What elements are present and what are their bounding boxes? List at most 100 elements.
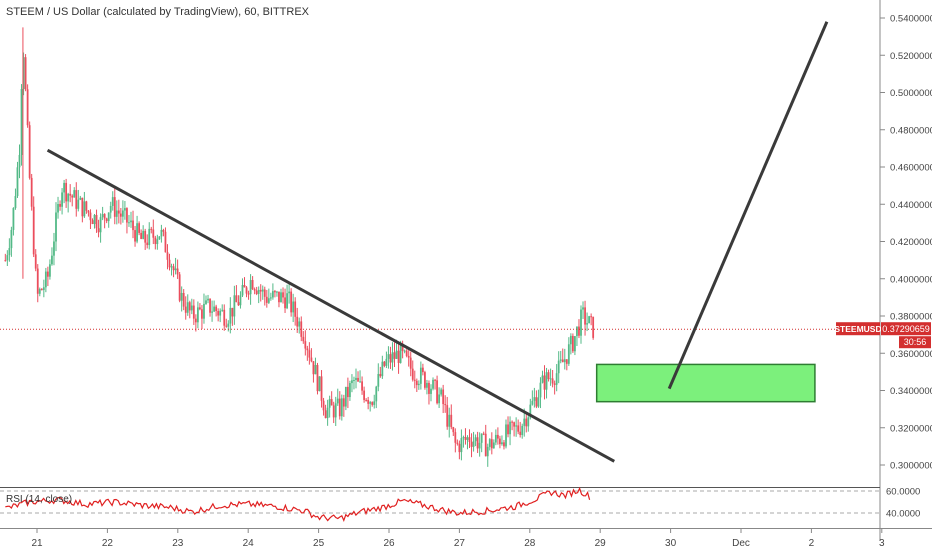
countdown-bg xyxy=(899,336,931,349)
candle-up xyxy=(186,302,189,313)
candle-up xyxy=(509,421,511,435)
candle-down xyxy=(91,220,94,225)
candle-down xyxy=(164,231,167,253)
candle-up xyxy=(395,350,398,359)
candle-up xyxy=(480,433,483,443)
candle-up xyxy=(180,292,183,301)
candle-up xyxy=(83,201,86,217)
candle-up xyxy=(448,414,451,427)
candle-down xyxy=(138,223,141,233)
y-tick-label: 0.46000000 xyxy=(890,163,932,174)
candle-up xyxy=(156,239,159,245)
x-tick-label: 21 xyxy=(31,538,43,549)
x-tick-label: 28 xyxy=(524,538,536,549)
candle-up xyxy=(18,154,21,168)
candle-down xyxy=(265,296,268,303)
candle-down xyxy=(71,195,74,198)
candle-down xyxy=(476,437,479,449)
candle-up xyxy=(369,402,372,404)
candle-down xyxy=(316,364,319,392)
candle-down xyxy=(338,398,341,417)
candle-down xyxy=(201,309,203,319)
candle-up xyxy=(170,266,173,268)
candle-up xyxy=(515,425,518,427)
candle-up xyxy=(124,208,126,211)
y-tick-label: 0.42000000 xyxy=(890,237,932,248)
candle-down xyxy=(590,316,593,318)
candle-down xyxy=(290,291,293,313)
candle-up xyxy=(533,397,536,401)
candle-up xyxy=(359,381,361,383)
candle-down xyxy=(367,399,370,404)
candle-up xyxy=(474,437,477,442)
candle-down xyxy=(464,437,467,440)
candle-up xyxy=(298,321,301,327)
candle-up xyxy=(107,212,110,222)
candle-down xyxy=(296,316,299,327)
candle-up xyxy=(101,214,104,218)
candle-up xyxy=(351,380,353,384)
candle-up xyxy=(57,204,59,213)
candle-up xyxy=(521,425,524,435)
candle-down xyxy=(405,350,408,356)
candle-down xyxy=(452,427,455,433)
candle-down xyxy=(496,434,499,439)
candle-down xyxy=(490,439,493,449)
candle-down xyxy=(85,201,88,211)
candle-up xyxy=(549,378,552,380)
candle-up xyxy=(79,197,82,200)
candle-up xyxy=(267,298,270,303)
candle-down xyxy=(87,210,90,213)
candle-up xyxy=(174,268,177,271)
projection-line xyxy=(667,21,829,390)
candle-down xyxy=(217,311,220,316)
price-tag-bg xyxy=(881,322,931,336)
candle-up xyxy=(486,446,489,457)
candle-down xyxy=(199,307,201,310)
candle-down xyxy=(397,350,400,363)
candle-up xyxy=(557,360,560,374)
y-tick-label: 0.40000000 xyxy=(890,274,932,285)
candle-down xyxy=(571,335,574,352)
candle-up xyxy=(219,310,222,316)
candle-down xyxy=(255,290,258,294)
candle-down xyxy=(379,373,382,377)
candle-down xyxy=(188,302,191,311)
candle-up xyxy=(38,289,41,294)
candle-down xyxy=(26,89,29,126)
x-tick-label: 27 xyxy=(454,538,466,549)
x-tick-label: 29 xyxy=(595,538,607,549)
candle-up xyxy=(545,372,548,390)
candle-up xyxy=(569,335,572,345)
candle-down xyxy=(278,291,280,303)
candle-down xyxy=(535,397,538,407)
candle-down xyxy=(247,293,250,295)
candle-down xyxy=(182,292,185,307)
candle-up xyxy=(492,442,495,449)
candle-down xyxy=(503,442,505,447)
candle-up xyxy=(239,295,242,306)
candle-up xyxy=(93,214,96,225)
candle-down xyxy=(513,422,516,427)
candle-up xyxy=(531,400,534,405)
candle-up xyxy=(559,359,562,361)
candle-down xyxy=(584,307,586,325)
candle-up xyxy=(430,388,432,394)
x-tick-label: 22 xyxy=(102,538,114,549)
chart-title: STEEM / US Dollar (calculated by Trading… xyxy=(6,6,310,18)
y-tick-label: 0.48000000 xyxy=(890,125,932,136)
candle-up xyxy=(121,210,124,217)
candle-up xyxy=(555,373,558,385)
candle-up xyxy=(109,205,112,213)
candle-up xyxy=(286,293,288,309)
y-tick-label: 0.30000000 xyxy=(890,461,932,472)
candle-up xyxy=(399,343,402,363)
candle-down xyxy=(162,229,165,232)
candle-down xyxy=(59,204,61,207)
candle-up xyxy=(466,437,469,440)
candle-down xyxy=(46,271,49,277)
candle-up xyxy=(529,404,532,418)
candle-up xyxy=(207,298,209,301)
candle-down xyxy=(81,197,84,217)
